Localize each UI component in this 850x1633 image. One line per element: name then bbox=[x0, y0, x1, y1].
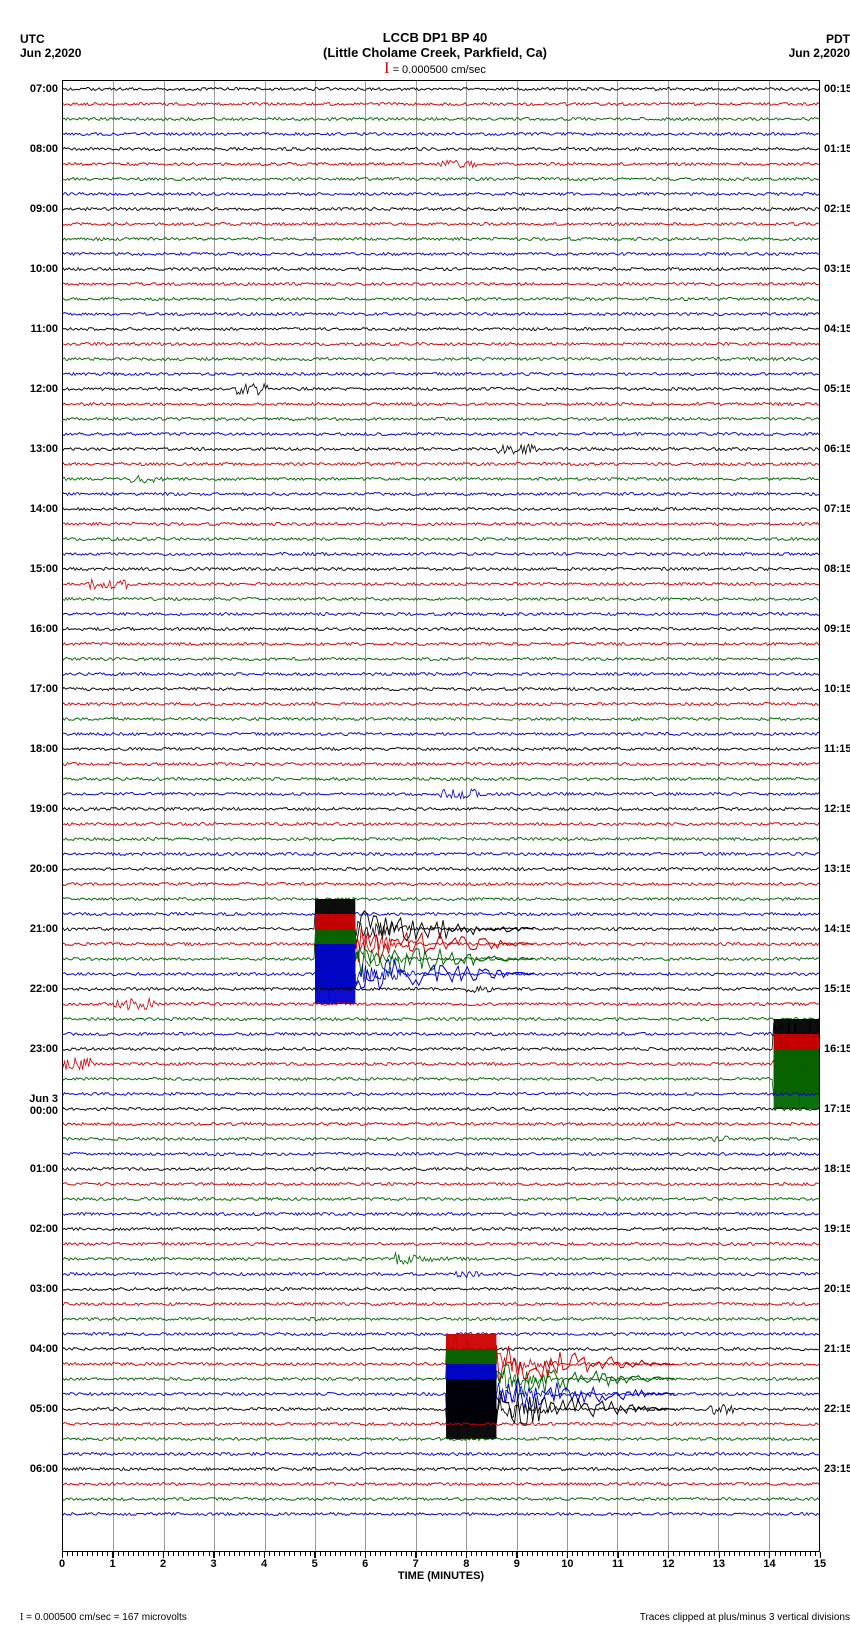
pdt-hour-label: 09:15 bbox=[824, 623, 850, 635]
utc-hour-label: 11:00 bbox=[13, 323, 58, 335]
seismogram-chart: 07:0000:1508:0001:1509:0002:1510:0003:15… bbox=[62, 80, 820, 1552]
x-tick: 9 bbox=[514, 1552, 520, 1570]
x-axis: TIME (MINUTES) 0123456789101112131415 bbox=[62, 1552, 820, 1592]
x-tick: 5 bbox=[312, 1552, 318, 1570]
left-tz-label: UTC bbox=[20, 32, 81, 46]
utc-hour-label: 16:00 bbox=[13, 623, 58, 635]
pdt-hour-label: 06:15 bbox=[824, 443, 850, 455]
utc-hour-label: 01:00 bbox=[13, 1163, 58, 1175]
pdt-hour-label: 22:15 bbox=[824, 1403, 850, 1415]
pdt-hour-label: 01:15 bbox=[824, 143, 850, 155]
pdt-hour-label: 10:15 bbox=[824, 683, 850, 695]
utc-hour-label: 14:00 bbox=[13, 503, 58, 515]
footer-clip-note: Traces clipped at plus/minus 3 vertical … bbox=[640, 1612, 850, 1623]
x-tick: 14 bbox=[763, 1552, 775, 1570]
x-tick: 8 bbox=[463, 1552, 469, 1570]
utc-hour-label: 09:00 bbox=[13, 203, 58, 215]
utc-hour-label: 20:00 bbox=[13, 863, 58, 875]
x-tick: 1 bbox=[109, 1552, 115, 1570]
footer-scale: I = 0.000500 cm/sec = 167 microvolts bbox=[20, 1612, 187, 1623]
station-code: LCCB DP1 BP 40 bbox=[10, 30, 850, 45]
x-tick: 10 bbox=[561, 1552, 573, 1570]
x-tick: 13 bbox=[713, 1552, 725, 1570]
utc-hour-label: 12:00 bbox=[13, 383, 58, 395]
right-tz-label: PDT bbox=[789, 32, 850, 46]
pdt-hour-label: 03:15 bbox=[824, 263, 850, 275]
pdt-hour-label: 18:15 bbox=[824, 1163, 850, 1175]
right-date-label: Jun 2,2020 bbox=[789, 46, 850, 60]
utc-hour-label: 23:00 bbox=[13, 1043, 58, 1055]
utc-hour-label: 17:00 bbox=[13, 683, 58, 695]
utc-hour-label: 08:00 bbox=[13, 143, 58, 155]
header-right: PDT Jun 2,2020 bbox=[789, 32, 850, 60]
utc-hour-label: 18:00 bbox=[13, 743, 58, 755]
pdt-hour-label: 12:15 bbox=[824, 803, 850, 815]
header-left: UTC Jun 2,2020 bbox=[20, 32, 81, 60]
x-tick: 15 bbox=[814, 1552, 826, 1570]
x-tick: 2 bbox=[160, 1552, 166, 1570]
pdt-hour-label: 15:15 bbox=[824, 983, 850, 995]
pdt-hour-label: 21:15 bbox=[824, 1343, 850, 1355]
pdt-hour-label: 07:15 bbox=[824, 503, 850, 515]
pdt-hour-label: 13:15 bbox=[824, 863, 850, 875]
pdt-hour-label: 04:15 bbox=[824, 323, 850, 335]
left-date-label: Jun 2,2020 bbox=[20, 46, 81, 60]
chart-footer: I = 0.000500 cm/sec = 167 microvolts Tra… bbox=[20, 1612, 850, 1623]
pdt-hour-label: 05:15 bbox=[824, 383, 850, 395]
pdt-hour-label: 17:15 bbox=[824, 1103, 850, 1115]
x-tick: 11 bbox=[612, 1552, 624, 1570]
x-tick: 4 bbox=[261, 1552, 267, 1570]
utc-hour-label: 02:00 bbox=[13, 1223, 58, 1235]
utc-hour-label: 21:00 bbox=[13, 923, 58, 935]
x-tick: 0 bbox=[59, 1552, 65, 1570]
pdt-hour-label: 23:15 bbox=[824, 1463, 850, 1475]
x-tick: 6 bbox=[362, 1552, 368, 1570]
x-tick: 7 bbox=[413, 1552, 419, 1570]
utc-hour-label: 10:00 bbox=[13, 263, 58, 275]
x-tick: 12 bbox=[662, 1552, 674, 1570]
pdt-hour-label: 08:15 bbox=[824, 563, 850, 575]
utc-hour-label: 06:00 bbox=[13, 1463, 58, 1475]
utc-hour-label: 13:00 bbox=[13, 443, 58, 455]
pdt-hour-label: 14:15 bbox=[824, 923, 850, 935]
utc-hour-label: Jun 300:00 bbox=[13, 1093, 58, 1117]
pdt-hour-label: 02:15 bbox=[824, 203, 850, 215]
seismic-trace bbox=[63, 1484, 819, 1544]
pdt-hour-label: 16:15 bbox=[824, 1043, 850, 1055]
utc-hour-label: 15:00 bbox=[13, 563, 58, 575]
utc-hour-label: 04:00 bbox=[13, 1343, 58, 1355]
pdt-hour-label: 11:15 bbox=[824, 743, 850, 755]
station-location: (Little Cholame Creek, Parkfield, Ca) bbox=[10, 45, 850, 60]
x-tick: 3 bbox=[211, 1552, 217, 1570]
x-axis-title: TIME (MINUTES) bbox=[62, 1552, 820, 1582]
pdt-hour-label: 20:15 bbox=[824, 1283, 850, 1295]
pdt-hour-label: 19:15 bbox=[824, 1223, 850, 1235]
utc-hour-label: 22:00 bbox=[13, 983, 58, 995]
utc-hour-label: 07:00 bbox=[13, 83, 58, 95]
pdt-hour-label: 00:15 bbox=[824, 83, 850, 95]
utc-hour-label: 05:00 bbox=[13, 1403, 58, 1415]
utc-hour-label: 19:00 bbox=[13, 803, 58, 815]
utc-hour-label: 03:00 bbox=[13, 1283, 58, 1295]
